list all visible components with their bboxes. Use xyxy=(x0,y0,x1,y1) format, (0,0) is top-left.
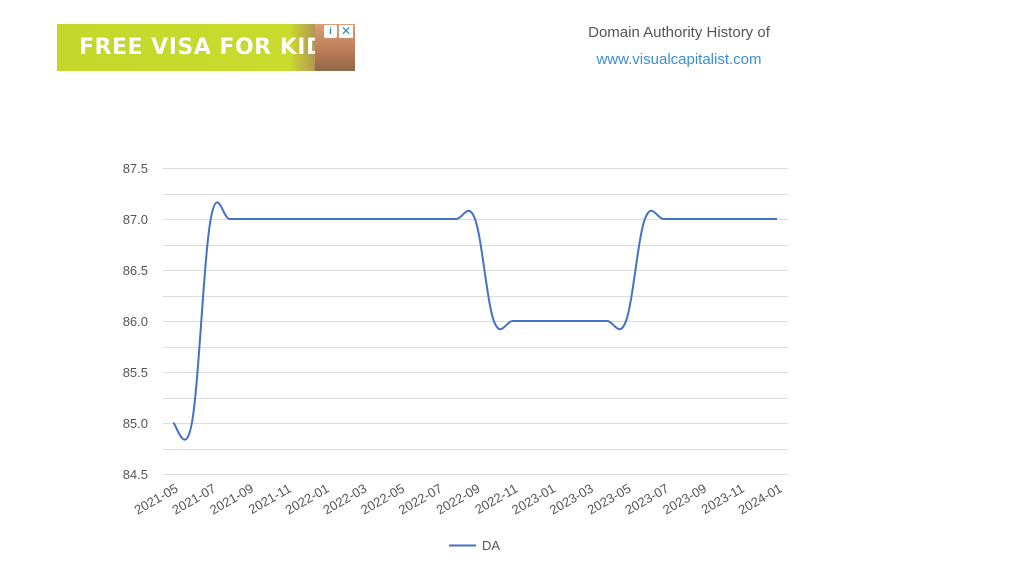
x-tick-label: 2021-09 xyxy=(207,481,256,518)
legend[interactable]: DA xyxy=(449,538,500,553)
y-tick-label: 84.5 xyxy=(123,467,148,482)
y-tick-label: 86.0 xyxy=(123,314,148,329)
y-axis: 84.5 85.0 85.5 86.0 86.5 87.0 87.5 xyxy=(123,161,148,482)
ad-text: FREE VISA FOR KIDS xyxy=(79,35,342,60)
x-tick-label: 2022-09 xyxy=(434,481,483,518)
legend-label: DA xyxy=(482,538,500,553)
y-tick-label: 87.0 xyxy=(123,212,148,227)
domain-link[interactable]: www.visualcapitalist.com xyxy=(596,51,762,68)
chart-title: Domain Authority History of xyxy=(588,24,770,41)
info-icon[interactable]: i xyxy=(324,25,337,38)
chart-header: Domain Authority History of www.visualca… xyxy=(540,23,818,70)
x-tick-label: 2024-01 xyxy=(736,481,785,518)
x-tick-label: 2023-09 xyxy=(660,481,709,518)
series-line-da[interactable] xyxy=(172,201,777,441)
x-axis: 2021-052021-072021-092021-112022-012022-… xyxy=(132,481,785,518)
y-tick-label: 85.0 xyxy=(123,416,148,431)
y-tick-label: 85.5 xyxy=(123,365,148,380)
y-tick-label: 87.5 xyxy=(123,161,148,176)
close-icon[interactable]: ✕ xyxy=(339,24,353,38)
series-layer xyxy=(172,201,777,441)
grid-layer xyxy=(163,168,788,475)
y-tick-label: 86.5 xyxy=(123,263,148,278)
ad-banner[interactable]: FREE VISA FOR KIDS i ✕ xyxy=(57,24,355,71)
